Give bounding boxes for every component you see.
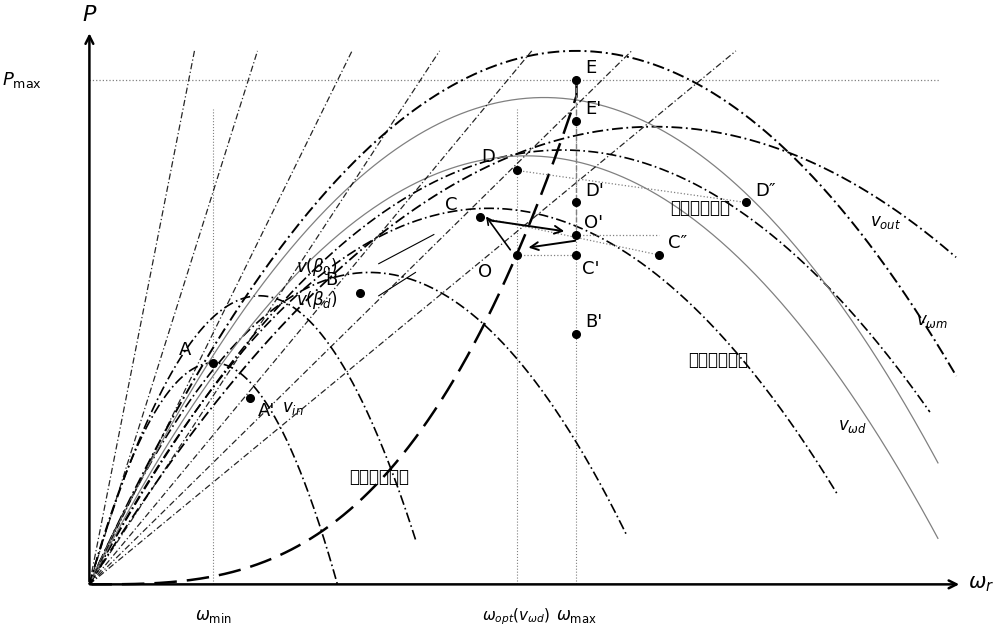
Text: 变桨调频风区: 变桨调频风区 bbox=[670, 199, 730, 217]
Text: $\omega_r$: $\omega_r$ bbox=[968, 574, 995, 594]
Text: $v(\beta_d)$: $v(\beta_d)$ bbox=[296, 288, 338, 310]
Text: E: E bbox=[585, 59, 597, 77]
Text: O': O' bbox=[584, 214, 603, 232]
Text: $v_{\omega d}$: $v_{\omega d}$ bbox=[838, 417, 867, 435]
Text: $\omega_{\rm max}$: $\omega_{\rm max}$ bbox=[556, 606, 597, 625]
Text: $\omega_{opt}(v_{\omega d})$: $\omega_{opt}(v_{\omega d})$ bbox=[482, 606, 551, 627]
Text: D': D' bbox=[585, 182, 604, 199]
Text: C: C bbox=[445, 196, 457, 214]
Text: $v_{\omega m}$: $v_{\omega m}$ bbox=[916, 312, 948, 330]
Text: $v_{out}$: $v_{out}$ bbox=[870, 213, 901, 231]
Text: C': C' bbox=[582, 260, 599, 278]
Text: $\omega_{\rm min}$: $\omega_{\rm min}$ bbox=[195, 606, 232, 625]
Text: $v_{in}$: $v_{in}$ bbox=[282, 399, 304, 417]
Text: E': E' bbox=[585, 100, 602, 118]
Text: 超速调频风区: 超速调频风区 bbox=[349, 468, 409, 485]
Text: B': B' bbox=[585, 313, 603, 331]
Text: D″: D″ bbox=[755, 182, 776, 199]
Text: O: O bbox=[478, 263, 492, 281]
Text: $P$: $P$ bbox=[82, 4, 97, 25]
Text: $v(\beta_0)$: $v(\beta_0)$ bbox=[296, 256, 338, 278]
Text: 协同调频风区: 协同调频风区 bbox=[689, 351, 749, 369]
Text: B: B bbox=[325, 271, 338, 289]
Text: C″: C″ bbox=[668, 234, 687, 252]
Text: A': A' bbox=[257, 402, 275, 420]
Text: A: A bbox=[179, 341, 191, 359]
Text: $P_{\rm max}$: $P_{\rm max}$ bbox=[2, 70, 42, 90]
Text: D: D bbox=[482, 148, 495, 166]
